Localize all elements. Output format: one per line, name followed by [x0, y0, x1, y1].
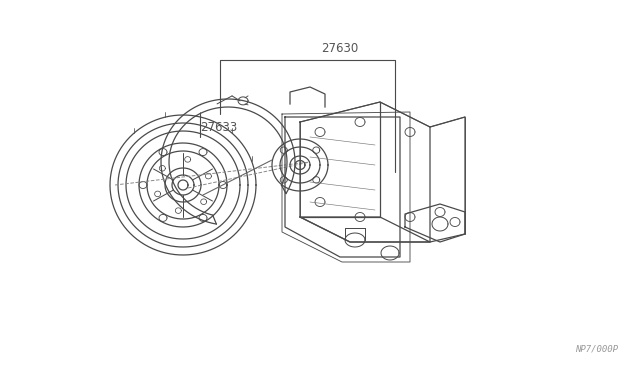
- Text: 27633: 27633: [200, 121, 237, 134]
- Text: NP7/000P: NP7/000P: [575, 345, 618, 354]
- Text: 27630: 27630: [321, 42, 358, 55]
